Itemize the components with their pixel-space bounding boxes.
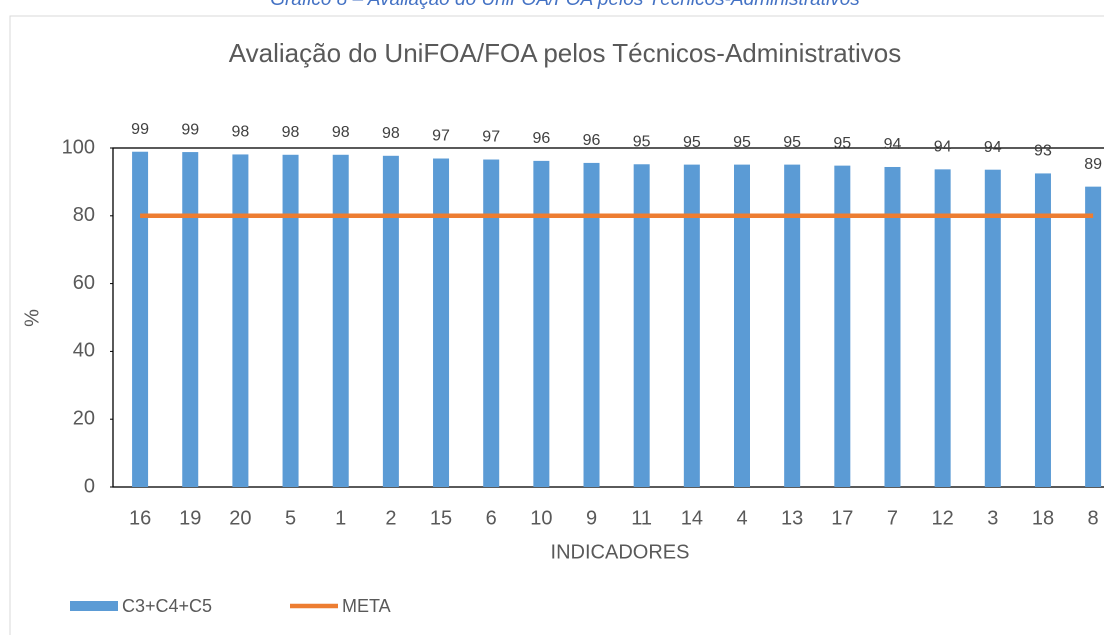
bar <box>282 154 299 487</box>
data-label: 94 <box>934 139 952 156</box>
bar <box>834 165 851 488</box>
x-tick-label: 20 <box>229 507 251 529</box>
data-label: 98 <box>282 124 300 141</box>
x-tick-label: 8 <box>1088 507 1099 529</box>
x-tick-label: 11 <box>631 507 652 529</box>
bar <box>934 169 951 487</box>
x-tick-label: 10 <box>530 507 552 529</box>
x-tick-label: 1 <box>335 507 346 529</box>
legend-label: META <box>342 596 391 616</box>
data-label: 97 <box>482 129 500 146</box>
plot-frame <box>112 147 1104 488</box>
bar <box>683 164 700 487</box>
bar <box>884 166 901 487</box>
x-tick-label: 17 <box>831 507 853 529</box>
y-tick-label: 20 <box>73 407 95 429</box>
data-label: 95 <box>833 135 851 152</box>
data-label: 96 <box>583 132 601 149</box>
data-label: 95 <box>633 133 651 150</box>
data-label: 94 <box>884 136 902 153</box>
bar <box>1085 186 1102 487</box>
bar <box>382 155 399 487</box>
y-tick-label: 60 <box>73 272 95 294</box>
x-tick-label: 9 <box>586 507 597 529</box>
x-tick-label: 12 <box>932 507 954 529</box>
x-tick-label: 19 <box>179 507 201 529</box>
data-label: 94 <box>984 139 1002 156</box>
bar <box>984 169 1001 488</box>
caption: Gráfico 8 – Avaliação do UniFOA/FOA pelo… <box>270 0 860 10</box>
data-label: 99 <box>181 121 199 138</box>
bar <box>483 159 500 487</box>
data-label: 93 <box>1034 143 1052 160</box>
bar <box>533 160 550 487</box>
data-label: 98 <box>232 124 250 141</box>
y-tick-label: 100 <box>62 136 95 158</box>
bar <box>784 164 801 487</box>
x-tick-label: 15 <box>430 507 452 529</box>
legend-label: C3+C4+C5 <box>122 596 212 616</box>
bar <box>633 164 650 487</box>
y-axis-title: % <box>21 309 43 327</box>
data-label: 99 <box>131 121 149 138</box>
data-label: 95 <box>783 134 801 151</box>
x-tick-label: 7 <box>887 507 898 529</box>
chart-title: Avaliação do UniFOA/FOA pelos Técnicos-A… <box>229 38 901 68</box>
x-tick-label: 3 <box>987 507 998 529</box>
data-label: 96 <box>532 130 550 147</box>
legend-swatch <box>70 601 118 611</box>
bar <box>1034 173 1051 488</box>
x-tick-label: 6 <box>486 507 497 529</box>
y-tick-label: 40 <box>73 340 95 362</box>
bar <box>182 152 199 487</box>
x-tick-label: 5 <box>285 507 296 529</box>
bar <box>433 158 450 487</box>
data-label: 89 <box>1084 156 1102 173</box>
x-tick-label: 16 <box>129 507 151 529</box>
x-tick-label: 2 <box>385 507 396 529</box>
y-tick-label: 80 <box>73 204 95 226</box>
bar <box>734 164 750 487</box>
data-label: 98 <box>332 124 350 141</box>
x-axis-title: INDICADORES <box>551 541 690 563</box>
bar <box>232 154 249 488</box>
x-tick-label: 18 <box>1032 507 1054 529</box>
y-tick-label: 0 <box>84 475 95 497</box>
x-tick-label: 14 <box>681 507 703 529</box>
data-label: 95 <box>733 134 751 151</box>
data-label: 98 <box>382 125 400 142</box>
data-label: 95 <box>683 134 701 151</box>
bar <box>332 154 349 487</box>
bar <box>132 151 149 487</box>
data-label: 97 <box>432 128 450 145</box>
x-tick-label: 4 <box>736 507 747 529</box>
bar <box>583 162 600 487</box>
x-tick-label: 13 <box>781 507 803 529</box>
